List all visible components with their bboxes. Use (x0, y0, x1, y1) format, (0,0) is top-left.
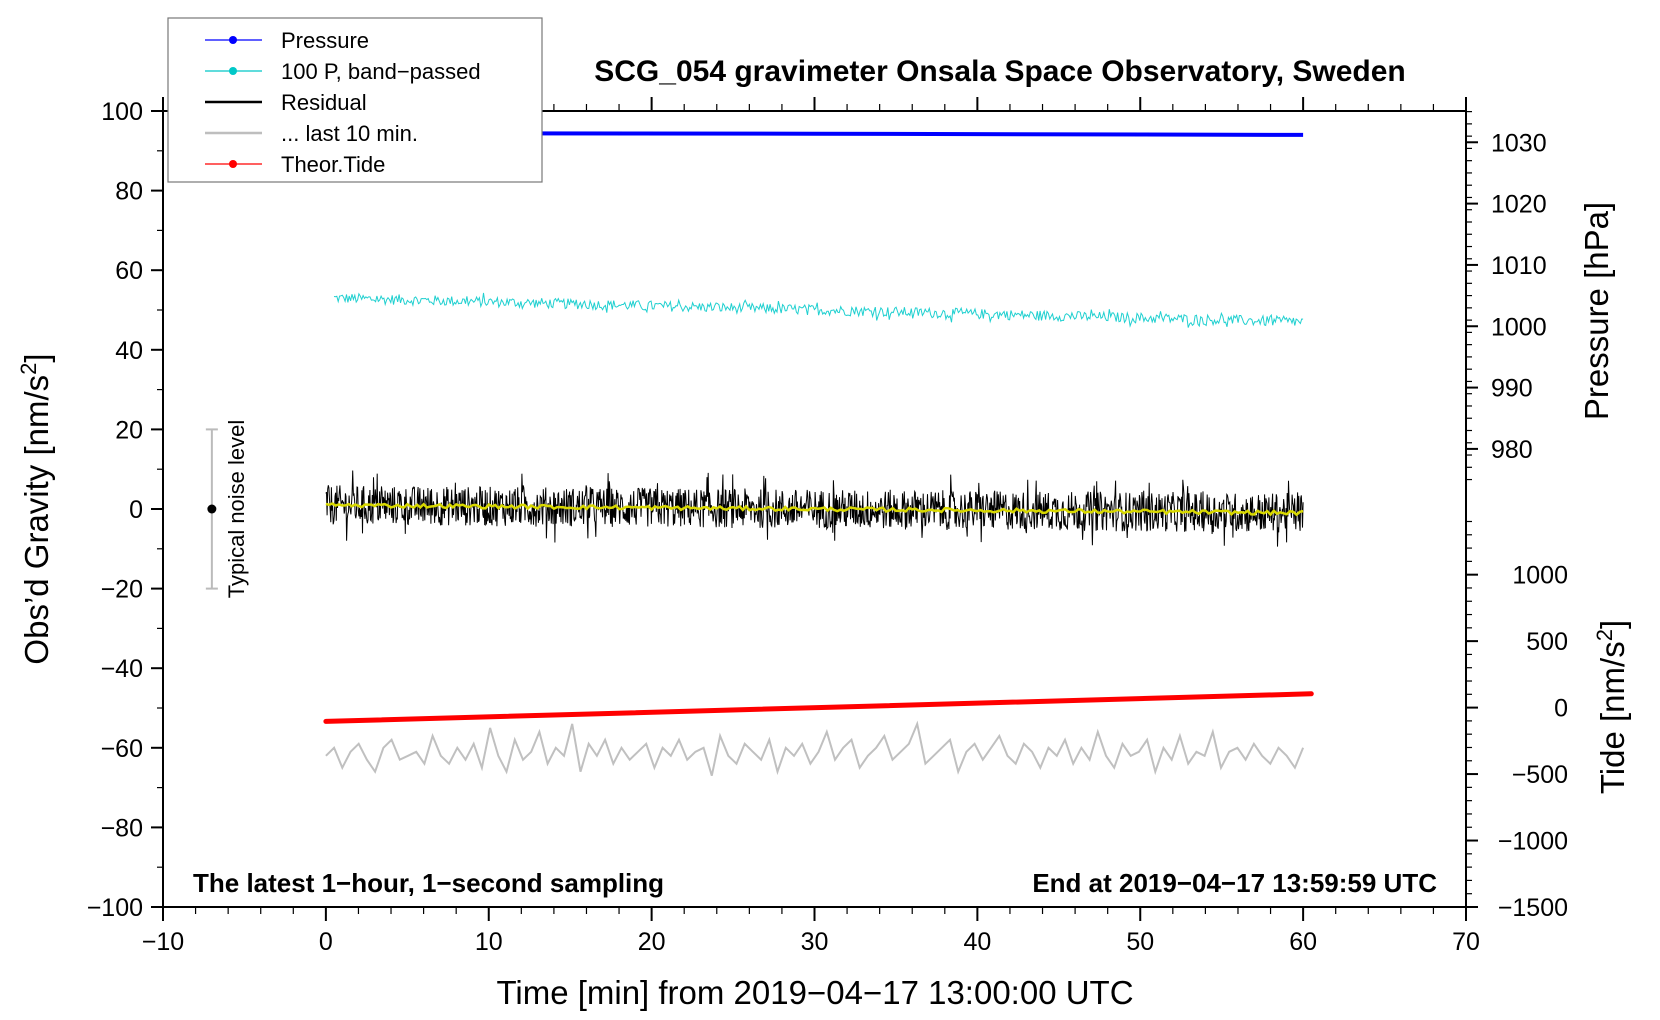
chart-title: SCG_054 gravimeter Onsala Space Observat… (594, 55, 1406, 88)
x-axis-label: Time [min] from 2019−04−17 13:00:00 UTC (496, 974, 1133, 1011)
x-tick-label: 50 (1126, 928, 1154, 956)
y-tick-label: 0 (129, 496, 143, 524)
y-tick-label: 100 (101, 98, 143, 126)
tide-axis-label: Tide [nm/s2] (1592, 620, 1631, 794)
x-tick-label: −10 (142, 928, 184, 956)
x-tick-label: 10 (475, 928, 503, 956)
x-tick-label: 60 (1289, 928, 1317, 956)
noise-bar-label: Typical noise level (224, 420, 249, 599)
legend-label: Pressure (281, 28, 369, 53)
legend-label: Residual (281, 90, 367, 115)
pressure-axis-label: Pressure [hPa] (1578, 202, 1615, 420)
y-tick-label: −40 (101, 655, 143, 683)
y-axis-label: Obs’d Gravity [nm/s2] (16, 353, 55, 664)
pressure-tick-label: 990 (1491, 375, 1533, 403)
legend-marker (229, 160, 237, 168)
annotation-right: End at 2019−04−17 13:59:59 UTC (1032, 868, 1437, 898)
x-tick-label: 30 (801, 928, 829, 956)
x-tick-label: 70 (1452, 928, 1480, 956)
tide-tick-label: −1500 (1498, 894, 1568, 922)
legend-label: 100 P, band−passed (281, 59, 481, 84)
legend-label: Theor.Tide (281, 152, 385, 177)
series-layer (323, 131, 1314, 776)
y-tick-label: −100 (87, 894, 143, 922)
tide-tick-label: −500 (1512, 761, 1568, 789)
series-residual-smoothed (325, 502, 1304, 517)
x-tick-label: 20 (638, 928, 666, 956)
legend: Pressure 100 P, band−passed Residual ... la… (167, 17, 543, 183)
tide-tick-label: 0 (1554, 695, 1568, 723)
legend-marker (229, 36, 237, 44)
series-theor-tide (323, 691, 1314, 724)
tide-tick-label: −1000 (1498, 828, 1568, 856)
ticks-layer: −10 0 10 20 30 40 50 60 70100806040200−20−40−60−… (87, 97, 1568, 956)
series-last-10-min (325, 720, 1305, 776)
noise-bar-center-dot (207, 504, 217, 514)
x-tick-label: 40 (963, 928, 991, 956)
pressure-tick-label: 1030 (1491, 129, 1547, 157)
y-tick-label: 40 (115, 337, 143, 365)
x-tick-label: 0 (319, 928, 333, 956)
series-residual (325, 470, 1304, 547)
noise-level-bar: Typical noise level (205, 420, 249, 599)
annotation-left: The latest 1−hour, 1−second sampling (193, 868, 664, 898)
pressure-tick-label: 980 (1491, 436, 1533, 464)
legend-marker (229, 67, 237, 75)
tide-tick-label: 500 (1526, 628, 1568, 656)
y-tick-label: 80 (115, 178, 143, 206)
legend-label: ... last 10 min. (281, 121, 418, 146)
y-tick-label: −80 (101, 814, 143, 842)
pressure-tick-label: 1000 (1491, 313, 1547, 341)
pressure-tick-label: 1010 (1491, 252, 1547, 280)
y-tick-label: −60 (101, 735, 143, 763)
legend-box (167, 17, 543, 183)
pressure-tick-label: 1020 (1491, 191, 1547, 219)
y-tick-label: −20 (101, 576, 143, 604)
series-100p-bandpassed (333, 292, 1304, 328)
y-tick-label: 20 (115, 416, 143, 444)
tide-tick-label: 1000 (1512, 562, 1568, 590)
y-tick-label: 60 (115, 257, 143, 285)
